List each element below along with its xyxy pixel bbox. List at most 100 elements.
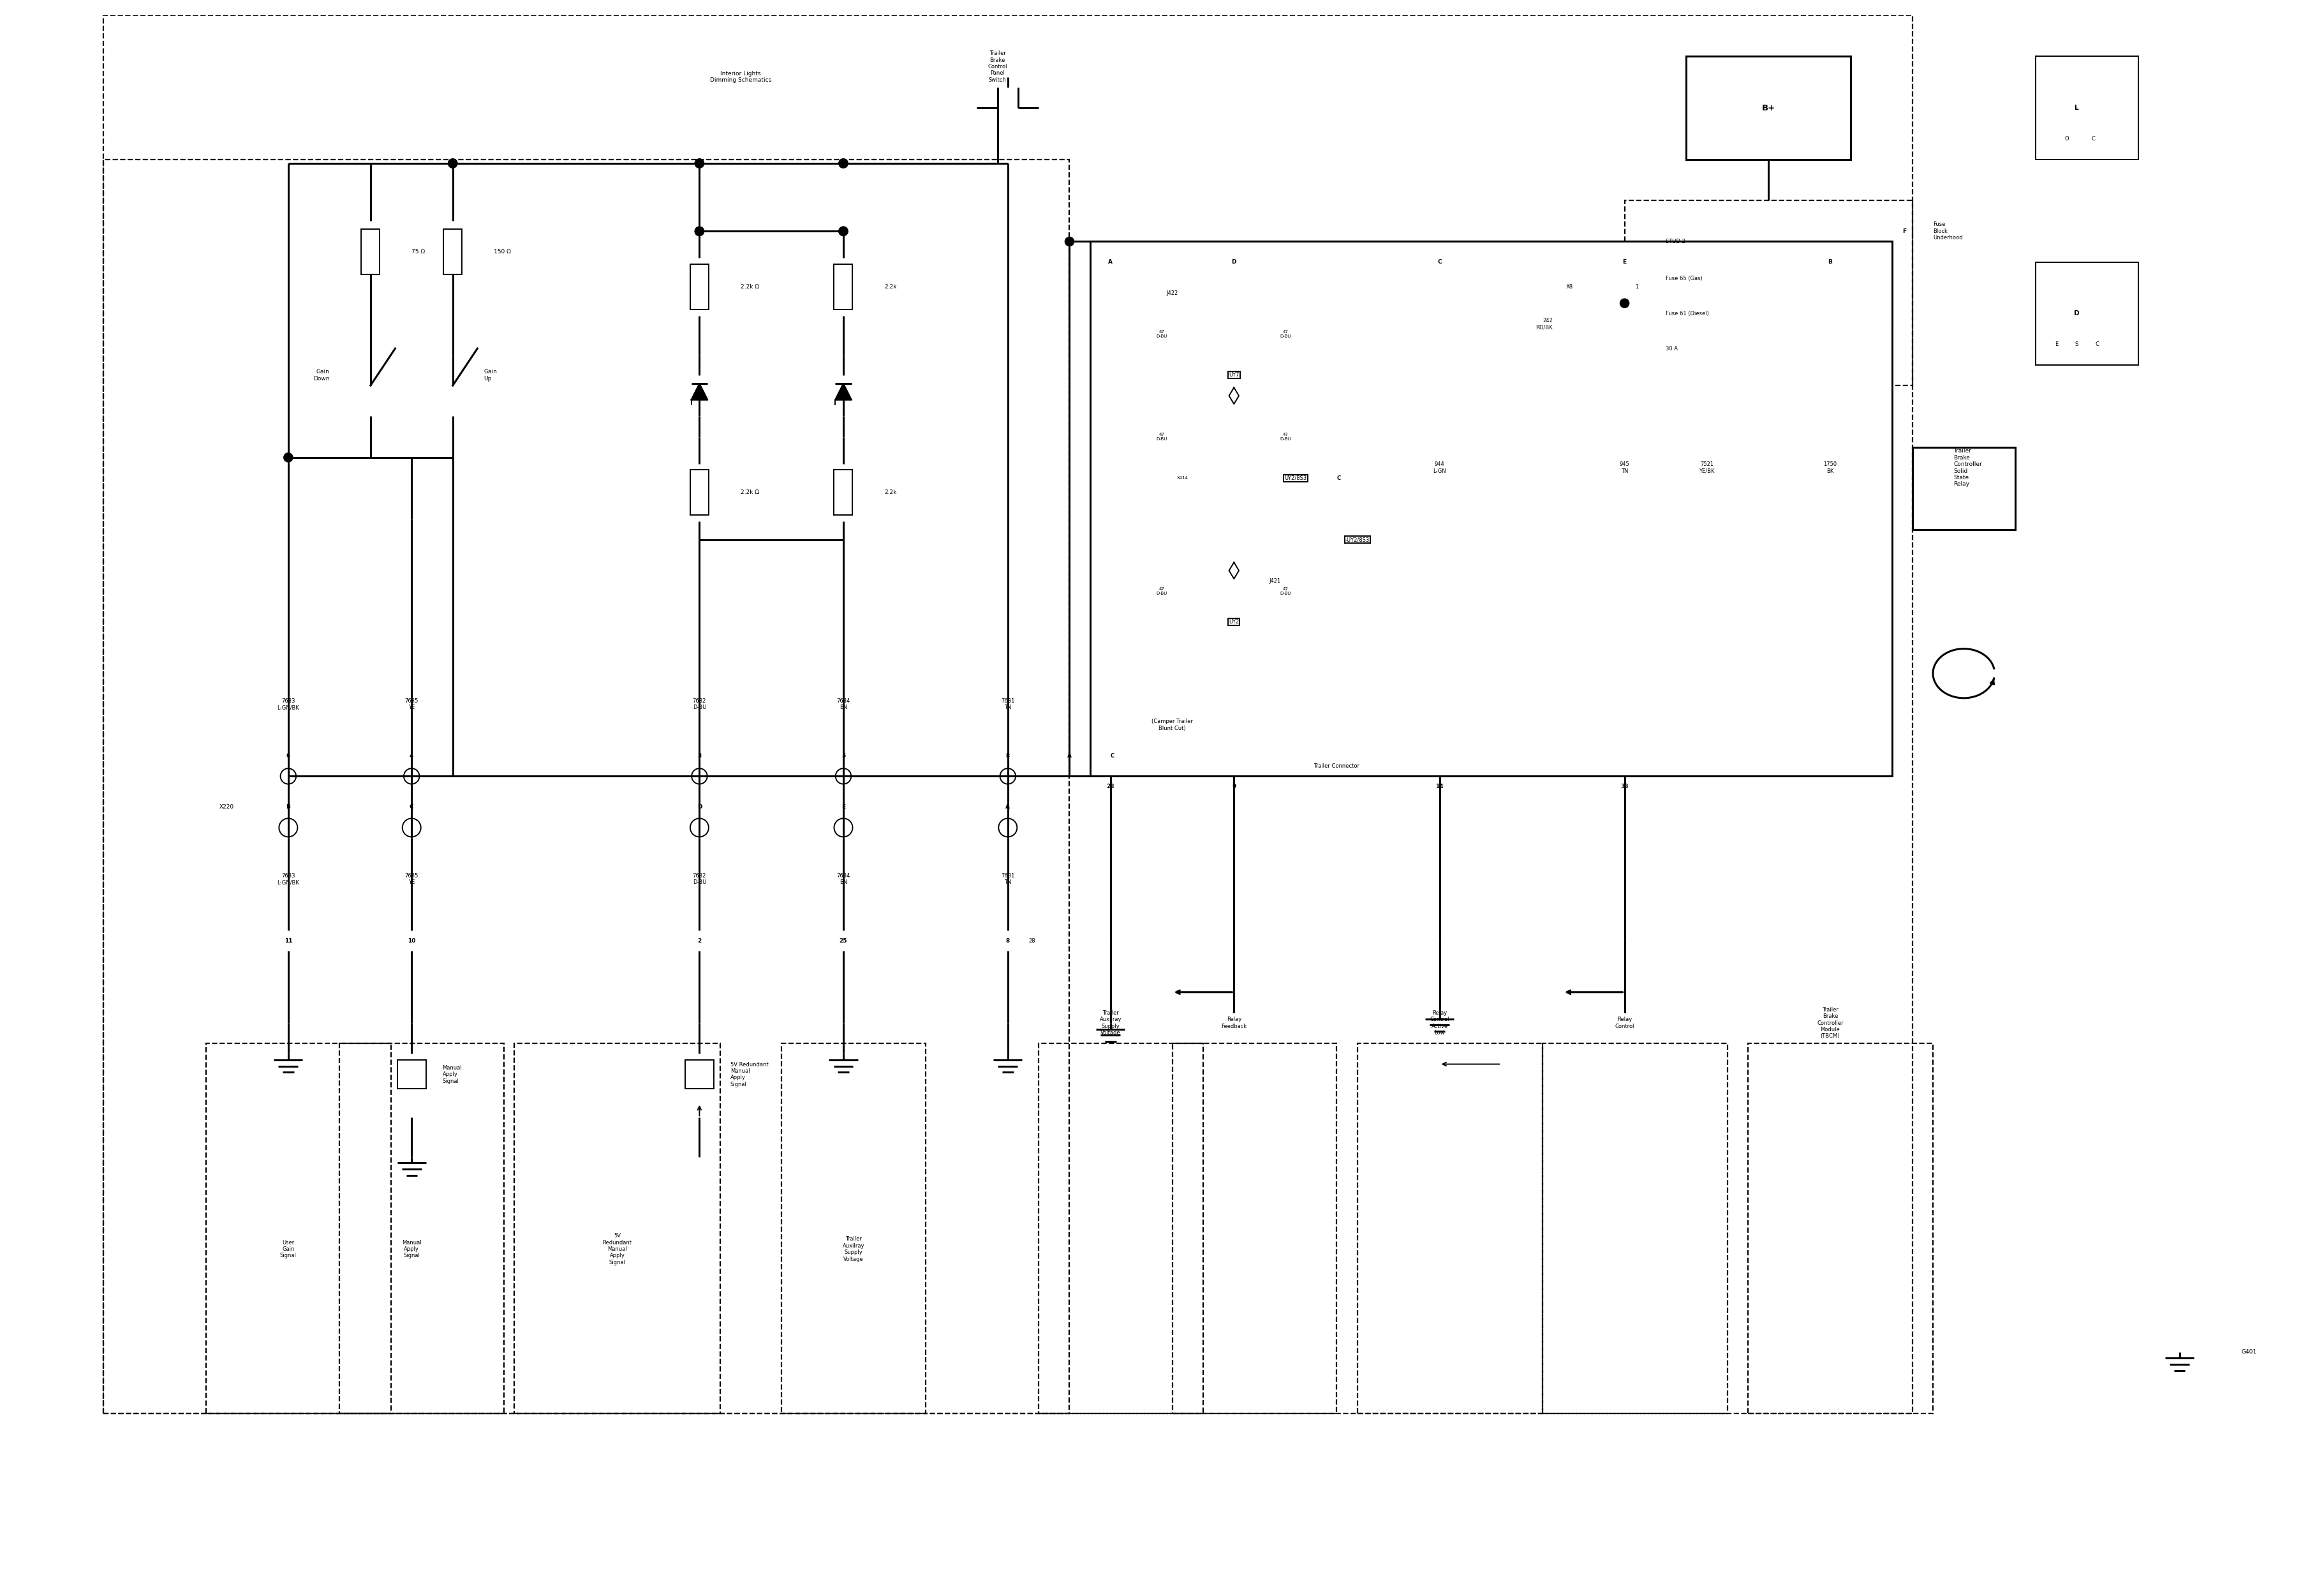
Text: X8: X8 <box>1566 283 1573 289</box>
Text: 3: 3 <box>697 753 702 758</box>
Bar <box>1913 447 2015 530</box>
Text: 7632
D-BU: 7632 D-BU <box>693 873 706 886</box>
Bar <box>514 1043 720 1414</box>
Text: Manual
Apply
Signal: Manual Apply Signal <box>442 1065 462 1084</box>
Circle shape <box>695 227 704 236</box>
Text: 30 A: 30 A <box>1666 346 1678 351</box>
Text: C: C <box>1336 475 1341 481</box>
Text: 7632
D-BU: 7632 D-BU <box>693 698 706 711</box>
Bar <box>2036 263 2138 365</box>
Text: 242
RD/BK: 242 RD/BK <box>1536 318 1552 330</box>
Text: C: C <box>2096 341 2099 348</box>
Text: 7633
L-GN/BK: 7633 L-GN/BK <box>277 873 300 886</box>
Text: X220: X220 <box>218 804 235 810</box>
Bar <box>690 264 709 310</box>
Text: STUD 2: STUD 2 <box>1666 239 1685 244</box>
Polygon shape <box>1229 387 1239 404</box>
Bar <box>1039 1043 1204 1414</box>
Text: Trailer
Auxilray
Supply
Voltage: Trailer Auxilray Supply Voltage <box>844 1236 865 1262</box>
Text: 8: 8 <box>1006 938 1011 944</box>
Text: A: A <box>1109 260 1113 264</box>
Text: 5V
Redundant
Manual
Apply
Signal: 5V Redundant Manual Apply Signal <box>602 1233 632 1265</box>
Circle shape <box>695 227 704 236</box>
Text: 5: 5 <box>841 753 846 758</box>
Text: 7635
YE: 7635 YE <box>404 873 418 886</box>
Text: O: O <box>2064 135 2068 142</box>
Text: A: A <box>1067 753 1071 758</box>
Text: Relay
Feedback: Relay Feedback <box>1220 1016 1246 1029</box>
Text: 11: 11 <box>284 938 293 944</box>
Text: B: B <box>1829 260 1831 264</box>
Polygon shape <box>1229 562 1239 579</box>
Text: B: B <box>286 804 290 810</box>
Text: 28: 28 <box>1106 783 1116 790</box>
Text: B+: B+ <box>1762 104 1776 112</box>
Circle shape <box>284 453 293 462</box>
Text: Fuse 61 (Diesel): Fuse 61 (Diesel) <box>1666 310 1708 316</box>
Text: Fuse 65 (Gas): Fuse 65 (Gas) <box>1666 275 1703 282</box>
Text: 47
D-BU: 47 D-BU <box>1157 587 1167 595</box>
Polygon shape <box>690 384 706 400</box>
Text: C: C <box>2092 135 2096 142</box>
Text: Trailer
Brake
Control
Panel
Switch: Trailer Brake Control Panel Switch <box>988 50 1006 83</box>
Text: 47
D-BU: 47 D-BU <box>1281 433 1290 440</box>
Text: Trailer
Brake
Controller
Module
(TBCM): Trailer Brake Controller Module (TBCM) <box>1817 1007 1843 1040</box>
Bar <box>1090 242 1892 324</box>
Bar <box>1090 242 1892 775</box>
Circle shape <box>839 159 848 168</box>
Text: 75 Ω: 75 Ω <box>411 249 425 255</box>
Text: Trailer
Auxilray
Supply
Voltage: Trailer Auxilray Supply Voltage <box>1099 1010 1122 1037</box>
Text: 2.2k: 2.2k <box>885 489 897 495</box>
Text: J421: J421 <box>1269 577 1281 584</box>
Text: Relay
Control: Relay Control <box>1615 1016 1634 1029</box>
Text: 7634
BN: 7634 BN <box>837 698 851 711</box>
Text: C: C <box>1439 260 1441 264</box>
Text: 28: 28 <box>1027 938 1034 944</box>
Text: 2.2k: 2.2k <box>885 283 897 289</box>
Bar <box>444 230 462 274</box>
Circle shape <box>1620 299 1629 308</box>
Circle shape <box>449 159 458 168</box>
Text: 945
TN: 945 TN <box>1620 461 1629 473</box>
Text: 2: 2 <box>697 938 702 944</box>
Bar <box>1748 1043 1934 1414</box>
Bar <box>102 16 1913 1414</box>
Text: 9: 9 <box>1232 783 1236 790</box>
Text: UY2: UY2 <box>1229 620 1239 624</box>
Text: 944
L-GN: 944 L-GN <box>1434 461 1446 473</box>
Circle shape <box>695 159 704 168</box>
Text: 7635
YE: 7635 YE <box>404 698 418 711</box>
Text: 7631
TN: 7631 TN <box>1002 873 1016 886</box>
Text: 14: 14 <box>1436 783 1443 790</box>
Text: Manual
Apply
Signal: Manual Apply Signal <box>402 1240 421 1258</box>
Text: 8: 8 <box>1006 753 1011 758</box>
Text: 7521
YE/BK: 7521 YE/BK <box>1699 461 1715 473</box>
Text: 2.2k Ω: 2.2k Ω <box>741 283 760 289</box>
Text: X414: X414 <box>1176 477 1188 480</box>
Text: D: D <box>697 804 702 810</box>
Text: D: D <box>2073 310 2080 316</box>
Bar <box>207 1043 390 1414</box>
Text: L: L <box>2075 105 2080 112</box>
Text: 7633
L-GN/BK: 7633 L-GN/BK <box>277 698 300 711</box>
Text: Relay
Control
Active
Low: Relay Control Active Low <box>1429 1010 1450 1037</box>
Text: 47
D-BU: 47 D-BU <box>1157 330 1167 338</box>
Text: E: E <box>1622 260 1627 264</box>
Bar <box>2036 57 2138 159</box>
Text: 33: 33 <box>1620 783 1629 790</box>
Bar <box>1543 1043 1727 1414</box>
Text: Trailer Connector: Trailer Connector <box>1313 763 1360 769</box>
Text: Gain
Down: Gain Down <box>314 370 330 381</box>
Text: S: S <box>2075 341 2078 348</box>
Text: 7634
BN: 7634 BN <box>837 873 851 886</box>
Bar <box>339 1043 504 1414</box>
Text: Trailer
Brake
Controller
Solid
State
Relay: Trailer Brake Controller Solid State Rel… <box>1954 448 1982 488</box>
Text: 25: 25 <box>839 938 848 944</box>
Text: UY2/8S3: UY2/8S3 <box>1285 475 1306 481</box>
Bar <box>781 1043 925 1414</box>
Circle shape <box>839 227 848 236</box>
Text: 1750
BK: 1750 BK <box>1824 461 1836 473</box>
Text: 7631
TN: 7631 TN <box>1002 698 1016 711</box>
Text: F: F <box>1901 228 1906 234</box>
Text: -UY2/8S3: -UY2/8S3 <box>1346 536 1369 543</box>
